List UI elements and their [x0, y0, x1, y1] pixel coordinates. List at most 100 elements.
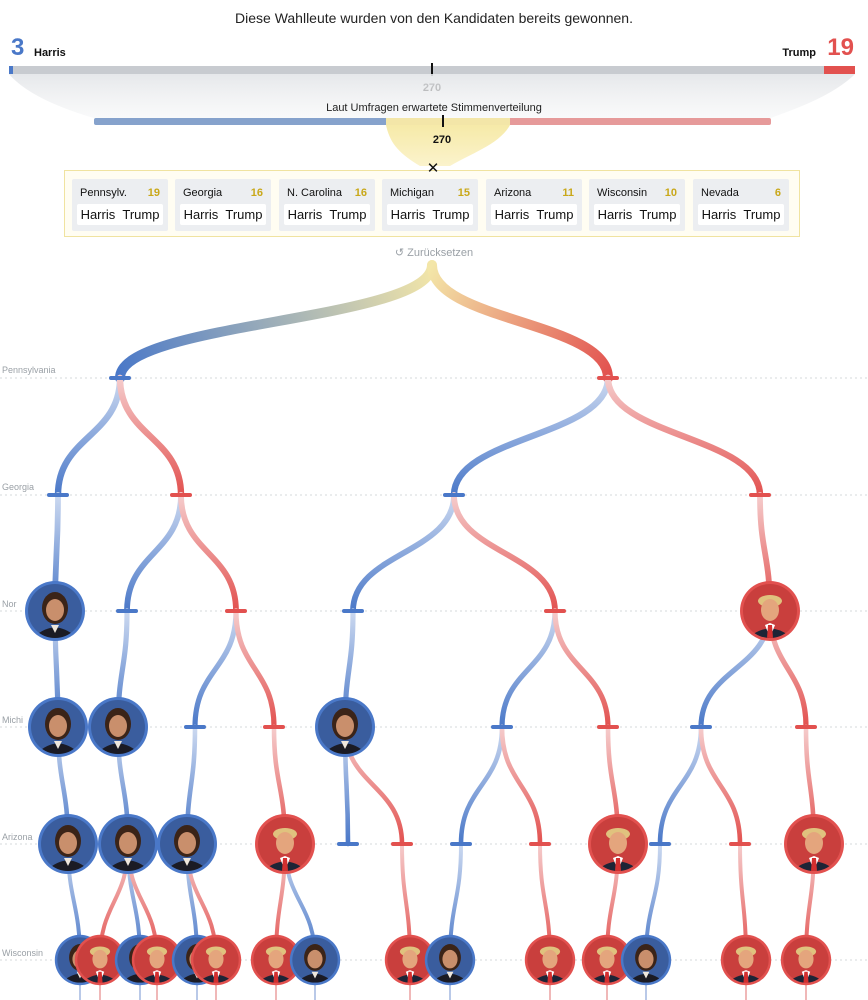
harris-node-marker[interactable]	[184, 725, 206, 729]
row-label-georgia: Georgia	[2, 482, 35, 492]
state-name: Michigan	[390, 187, 435, 199]
choose-harris-button[interactable]: Harris	[494, 207, 530, 222]
state-choice: Harris Trump	[180, 204, 266, 225]
harris-node-marker[interactable]	[649, 842, 671, 846]
branch-harris[interactable]	[350, 492, 457, 614]
state-card-pennsylvania: Pennsylv. 19 Harris Trump	[72, 179, 168, 231]
choose-harris-button[interactable]: Harris	[183, 207, 219, 222]
harris-win-avatar[interactable]	[621, 935, 671, 985]
branch-trump[interactable]	[427, 260, 613, 383]
harris-node-marker[interactable]	[491, 725, 513, 729]
trump-node-marker[interactable]	[263, 725, 285, 729]
row-label-north-carolina: Nor	[2, 599, 17, 609]
harris-node-marker[interactable]	[116, 609, 138, 613]
branch-trump[interactable]	[178, 492, 239, 614]
branch-harris[interactable]	[657, 724, 704, 847]
harris-node-marker[interactable]	[443, 493, 465, 497]
choose-trump-button[interactable]: Trump	[122, 207, 160, 222]
state-choice: Harris Trump	[594, 204, 680, 225]
harris-win-avatar[interactable]	[38, 814, 98, 874]
harris-node-marker[interactable]	[342, 609, 364, 613]
swing-states-panel: Pennsylv. 19 Harris Trump Georgia 16 Har…	[64, 170, 800, 237]
won-electors-bar-trump	[824, 66, 855, 74]
harris-win-avatar[interactable]	[425, 935, 475, 985]
branch-trump[interactable]	[233, 608, 277, 730]
choose-trump-button[interactable]: Trump	[743, 207, 781, 222]
branch-trump[interactable]	[604, 374, 764, 499]
trump-win-avatar[interactable]	[525, 935, 575, 985]
trump-node-marker[interactable]	[729, 842, 751, 846]
state-choice: Harris Trump	[698, 204, 784, 225]
harris-node-marker[interactable]	[109, 376, 131, 380]
branch-trump[interactable]	[698, 724, 743, 847]
state-votes: 15	[457, 187, 470, 199]
state-name: Pennsylv.	[80, 187, 127, 199]
poll-threshold-label: 270	[432, 134, 452, 146]
trump-node-marker[interactable]	[597, 376, 619, 380]
choose-harris-button[interactable]: Harris	[80, 207, 116, 222]
harris-win-avatar[interactable]	[28, 697, 88, 757]
branch-trump[interactable]	[451, 492, 558, 614]
close-icon[interactable]: ✕	[426, 160, 440, 177]
state-name: Georgia	[183, 187, 223, 199]
trump-win-avatar[interactable]	[784, 814, 844, 874]
harris-win-avatar[interactable]	[290, 935, 340, 985]
branch-trump[interactable]	[499, 724, 543, 847]
trump-win-avatar[interactable]	[721, 935, 771, 985]
threshold-tick	[431, 63, 433, 76]
branch-harris[interactable]	[115, 260, 437, 383]
harris-node-marker[interactable]	[47, 493, 69, 497]
trump-node-marker[interactable]	[544, 609, 566, 613]
harris-node-marker[interactable]	[337, 842, 359, 846]
trump-node-marker[interactable]	[529, 842, 551, 846]
harris-win-avatar[interactable]	[98, 814, 158, 874]
trump-node-marker[interactable]	[225, 609, 247, 613]
harris-node-marker[interactable]	[450, 842, 472, 846]
poll-bar-trump	[510, 118, 771, 125]
trump-win-avatar[interactable]	[588, 814, 648, 874]
choose-harris-button[interactable]: Harris	[390, 207, 426, 222]
branch-harris[interactable]	[499, 608, 558, 730]
trump-win-avatar[interactable]	[781, 935, 831, 985]
harris-node-marker[interactable]	[690, 725, 712, 729]
trump-node-marker[interactable]	[170, 493, 192, 497]
choose-harris-button[interactable]: Harris	[701, 207, 737, 222]
scenario-tree	[0, 260, 868, 1000]
branch-trump[interactable]	[552, 608, 611, 730]
trump-win-avatar[interactable]	[740, 581, 800, 641]
branch-harris[interactable]	[450, 374, 612, 499]
poll-bar-harris	[94, 118, 386, 125]
poll-bar-tossup	[386, 118, 510, 125]
row-label-wisconsin: Wisconsin	[2, 948, 44, 958]
branch-harris[interactable]	[54, 374, 124, 499]
harris-win-avatar[interactable]	[315, 697, 375, 757]
trump-node-marker[interactable]	[795, 725, 817, 729]
branch-harris[interactable]	[458, 724, 505, 847]
state-card-nevada: Nevada 6 Harris Trump	[693, 179, 789, 231]
trump-node-marker[interactable]	[391, 842, 413, 846]
trump-win-avatar[interactable]	[255, 814, 315, 874]
state-choice: Harris Trump	[284, 204, 370, 225]
choose-trump-button[interactable]: Trump	[432, 207, 470, 222]
harris-label: Harris	[34, 47, 66, 59]
state-name: Nevada	[701, 187, 739, 199]
state-card-north-carolina: N. Carolina 16 Harris Trump	[279, 179, 375, 231]
trump-node-marker[interactable]	[597, 725, 619, 729]
row-label-michigan: Michi	[2, 715, 24, 725]
trump-node-marker[interactable]	[749, 493, 771, 497]
choose-harris-button[interactable]: Harris	[597, 207, 633, 222]
choose-trump-button[interactable]: Trump	[329, 207, 367, 222]
reset-button[interactable]: ↺ Zurücksetzen	[394, 247, 474, 259]
harris-win-avatar[interactable]	[157, 814, 217, 874]
harris-win-avatar[interactable]	[88, 697, 148, 757]
choose-harris-button[interactable]: Harris	[287, 207, 323, 222]
choose-trump-button[interactable]: Trump	[639, 207, 677, 222]
branch-harris[interactable]	[192, 608, 239, 730]
trump-win-avatar[interactable]	[191, 935, 241, 985]
choose-trump-button[interactable]: Trump	[225, 207, 263, 222]
choose-trump-button[interactable]: Trump	[536, 207, 574, 222]
state-choice: Harris Trump	[491, 204, 577, 225]
harris-win-avatar[interactable]	[25, 581, 85, 641]
branch-trump[interactable]	[116, 374, 185, 499]
branch-harris[interactable]	[124, 492, 184, 614]
